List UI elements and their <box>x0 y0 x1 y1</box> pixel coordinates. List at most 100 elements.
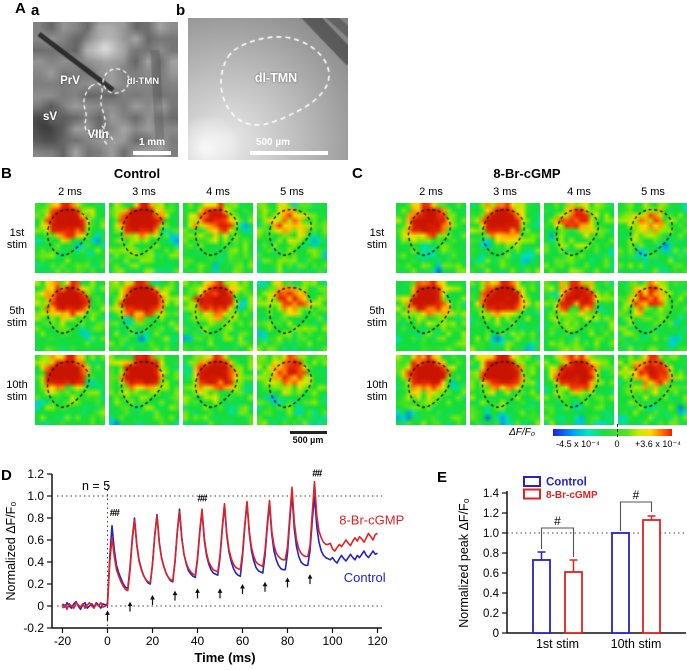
bar-chart-panel-e: 0 0.2 0.4 0.6 0.8 1.0 1.2 1.4 Normalized peak ΔF… <box>457 476 687 651</box>
heatmap-cell-b-r0-c3 <box>257 203 327 273</box>
stim-arrow-head <box>217 588 223 593</box>
e-y-tick-label: 0.8 <box>483 548 499 560</box>
column-label-3ms: 3 ms <box>493 186 517 198</box>
colorbar-title: ΔF/F₀ <box>509 427 535 438</box>
d-x-tick-label: 0 <box>104 634 111 648</box>
heatmap-cell-b-r0-c1 <box>109 203 179 273</box>
d-y-tick-label: 1.2 <box>27 467 44 481</box>
e-bar-Control-1st-stim <box>532 559 551 634</box>
panel-c-letter: C <box>352 165 363 182</box>
e-sig-hash-1st: # <box>554 514 561 528</box>
d-y-tick-label: -0.2 <box>23 621 44 635</box>
stim-arrow-head <box>127 601 133 607</box>
e-sig-bracket-10th <box>619 501 653 531</box>
colorbar-gradient <box>553 429 672 436</box>
e-y-tick-label: 1.0 <box>483 528 499 540</box>
scale-bar-a <box>133 151 171 155</box>
d-n-annotation: n = 5 <box>82 479 110 493</box>
e-bar-8-Br-cGMP-10th-stim <box>642 519 661 634</box>
column-label-4ms: 4 ms <box>206 186 230 198</box>
panel-d-letter: D <box>1 467 12 484</box>
heatmap-cell-b-r2-c3 <box>257 355 327 425</box>
heatmap-cell-c-r0-c2 <box>544 203 614 273</box>
e-bar-Control-10th-stim <box>611 532 630 634</box>
colorbar-zero-tick <box>617 424 618 437</box>
d-x-tick-label: 120 <box>367 634 387 648</box>
d-x-tick-label: -20 <box>54 634 72 648</box>
line-chart-panel-d: -20 0 20 40 60 80 100 120 -0.2 0 0.2 0.4 0.6 0.8 1.0 1.… <box>4 467 404 665</box>
region-label-dltmn-b: dl-TMN <box>254 71 298 85</box>
column-label-3ms: 3 ms <box>132 186 156 198</box>
row-label-1st-stim: 1st stim <box>366 227 388 251</box>
e-sig-hash-10th: # <box>633 488 640 502</box>
heatmap-cell-b-r0-c2 <box>183 203 253 273</box>
e-legend-swatch-Control <box>523 476 541 487</box>
heatmap-cell-b-r1-c0 <box>35 281 105 351</box>
d-x-tick-label: 40 <box>191 634 205 648</box>
panel-a-letter: A <box>15 0 26 17</box>
e-category-label-1st-stim: 1st stim <box>536 637 579 651</box>
heatmap-cell-b-r2-c1 <box>109 355 179 425</box>
panel-b-letter: B <box>1 165 12 182</box>
d-hash-annotation: ## <box>197 494 208 505</box>
heatmap-cell-c-r1-c1 <box>470 281 540 351</box>
stim-arrow-head <box>105 610 110 615</box>
column-label-4ms: 4 ms <box>567 186 591 198</box>
e-y-tick-label: 1.4 <box>483 488 500 500</box>
d-y-tick-label: 0 <box>37 599 44 613</box>
heatmap-cell-c-r1-c3 <box>618 281 687 351</box>
row-label-5th-stim: 5th stim <box>6 305 28 329</box>
e-sig-bracket-1st <box>540 527 575 557</box>
stim-arrow-head <box>285 577 290 582</box>
heatmap-cell-b-r1-c3 <box>257 281 327 351</box>
d-x-axis-title: Time (ms) <box>194 650 255 665</box>
panel-c-title: 8-Br-cGMP <box>493 166 561 181</box>
panel-e-letter: E <box>437 469 448 486</box>
scale-bar-heatmaps-label: 500 µm <box>292 435 324 445</box>
scale-bar-b-label: 500 µm <box>255 137 291 148</box>
e-bar-8-Br-cGMP-1st-stim <box>564 571 583 634</box>
microscopy-image-a <box>33 22 178 157</box>
panel-a-sub-a-letter: a <box>31 2 40 19</box>
d-y-tick-label: 0.4 <box>27 555 44 569</box>
d-hash-annotation: ## <box>110 508 121 519</box>
d-series-label-Control: Control <box>344 570 386 585</box>
heatmap-cell-c-r0-c0 <box>396 203 466 273</box>
column-label-5ms: 5 ms <box>280 186 304 198</box>
heatmap-cell-c-r2-c0 <box>396 355 466 425</box>
d-y-tick-label: 0.2 <box>27 577 44 591</box>
e-y-tick-label: 0.2 <box>483 608 499 620</box>
scale-bar-b <box>250 151 328 155</box>
d-y-tick-label: 0.8 <box>27 511 44 525</box>
column-label-2ms: 2 ms <box>58 186 82 198</box>
column-label-5ms: 5 ms <box>641 186 665 198</box>
e-y-tick-label: 1.2 <box>483 508 499 520</box>
e-y-tick-label: 0.4 <box>483 588 500 600</box>
column-label-2ms: 2 ms <box>419 186 443 198</box>
d-x-tick-label: 100 <box>322 634 342 648</box>
row-label-5th-stim: 5th stim <box>366 305 388 329</box>
heatmap-cell-b-r2-c2 <box>183 355 253 425</box>
region-label-dltmn-a: dl-TMN <box>126 76 160 87</box>
row-label-10th-stim: 10th stim <box>6 379 28 403</box>
region-label-sv: sV <box>42 111 58 123</box>
stim-arrow-head <box>195 588 200 593</box>
e-y-tick-label: 0 <box>493 628 499 640</box>
d-trace-8-Br-cGMP <box>61 480 378 611</box>
heatmap-cell-b-r1-c2 <box>183 281 253 351</box>
row-label-1st-stim: 1st stim <box>6 227 28 251</box>
e-legend-swatch-8-Br-cGMP <box>523 488 541 500</box>
colorbar-max-label: +3.6 x 10⁻⁴ <box>635 439 681 449</box>
colorbar-min-label: -4.5 x 10⁻⁴ <box>556 439 600 449</box>
heatmap-cell-b-r0-c0 <box>35 203 105 273</box>
heatmap-cell-c-r0-c3 <box>618 203 687 273</box>
heatmap-cell-c-r2-c2 <box>544 355 614 425</box>
d-hash-annotation: ## <box>312 468 323 479</box>
microscopy-image-b <box>188 18 348 160</box>
stim-arrow-head <box>150 595 155 600</box>
d-series-label-8-Br-cGMP: 8-Br-cGMP <box>339 513 404 528</box>
panel-a-sub-b-letter: b <box>176 2 186 19</box>
e-y-tick-label: 0.6 <box>483 568 499 580</box>
e-legend-label-8-Br-cGMP: 8-Br-cGMP <box>546 490 598 501</box>
